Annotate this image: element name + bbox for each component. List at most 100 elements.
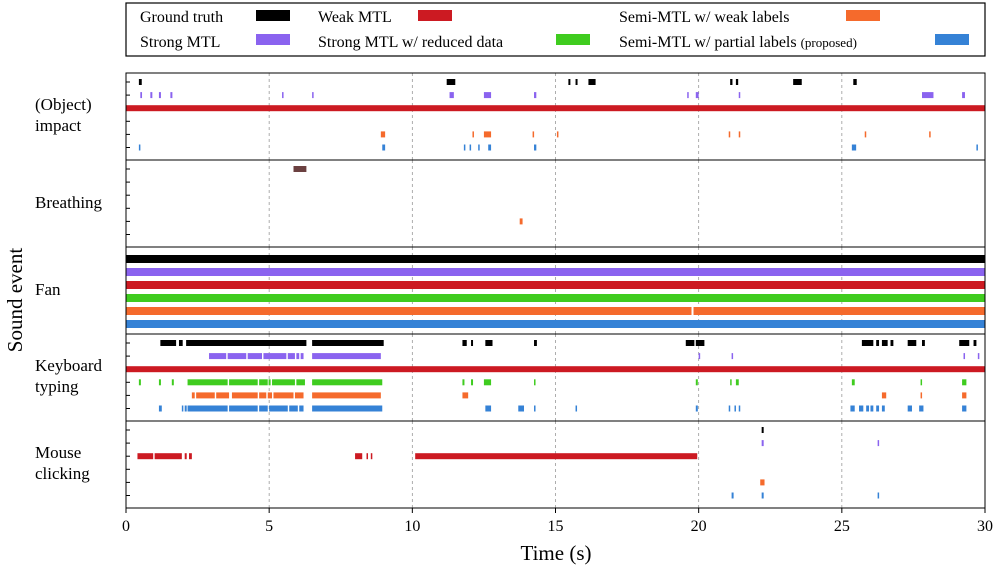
legend-swatch-strong <box>256 34 290 45</box>
segment-semiweak <box>760 479 765 486</box>
segment-gt <box>138 79 142 85</box>
segment-strong <box>698 353 701 360</box>
segment-weak <box>184 453 187 460</box>
segment-semipartial <box>876 405 880 412</box>
segment-gt <box>575 79 578 85</box>
segment-semipartial <box>866 405 870 412</box>
segment-strongred <box>920 379 923 386</box>
legend-label-strong: Strong MTL <box>140 34 220 51</box>
segment-gt <box>534 340 537 346</box>
panel-1: Breathing <box>35 159 986 248</box>
segment-semiweak <box>864 131 867 138</box>
segment-strongred <box>695 379 698 386</box>
segment-semiweak <box>929 131 931 138</box>
segment-strong <box>300 353 304 360</box>
segment-strong <box>963 353 966 360</box>
segment-strong <box>247 353 263 360</box>
x-tick-label: 0 <box>122 518 130 535</box>
segment-strong <box>687 92 689 99</box>
segment-semipartial <box>518 405 525 412</box>
segment-semiweak <box>738 131 741 138</box>
segment-strong <box>695 92 699 99</box>
segment-semipartial <box>158 405 162 412</box>
panel-2: Fan <box>35 246 986 335</box>
x-tick-label: 15 <box>548 518 564 535</box>
segment-semipartial <box>881 405 885 412</box>
segment-semiweak <box>881 392 887 399</box>
segment-gt <box>312 340 384 346</box>
segment-semiweak <box>312 392 381 399</box>
segment-gt <box>881 340 888 346</box>
segment-gt <box>471 340 474 346</box>
legend-label-strongred: Strong MTL w/ reduced data <box>318 34 503 51</box>
category-label-line: (Object) <box>35 95 92 114</box>
segment-strongred <box>229 379 258 386</box>
x-tick-label: 5 <box>265 518 273 535</box>
segment-semiweak <box>532 131 535 138</box>
segment-semipartial <box>269 405 288 412</box>
category-label: Breathing <box>35 193 103 212</box>
x-axis: 0 5 10 15 20 25 30 <box>122 508 993 535</box>
category-label-line: impact <box>35 116 82 135</box>
segment-strong <box>731 353 734 360</box>
segment-strong <box>449 92 454 99</box>
segment-strongred <box>735 379 739 386</box>
category-label-line: Fan <box>35 280 61 299</box>
segment-semiweak <box>472 131 474 138</box>
segment-semipartial <box>877 492 880 499</box>
category-label-line: Mouse <box>35 443 81 462</box>
segment-semipartial <box>382 144 386 151</box>
segment-gt <box>568 79 571 85</box>
segment-semipartial <box>181 405 184 412</box>
segment-strong <box>738 92 741 99</box>
segment-strong <box>922 92 934 99</box>
segment-semipartial <box>229 405 258 412</box>
segment-semipartial <box>907 405 912 412</box>
segment-semipartial <box>962 405 967 412</box>
x-tick-label: 10 <box>404 518 420 535</box>
segment-semiweak <box>126 307 692 315</box>
segment-semipartial <box>187 405 228 412</box>
segment-semipartial <box>138 144 141 151</box>
segment-strongred <box>296 379 305 386</box>
segment-strongred <box>171 379 174 386</box>
category-label: Fan <box>35 280 61 299</box>
segment-gt <box>126 255 985 263</box>
segment-semiweak <box>962 392 967 399</box>
segment-semipartial <box>695 405 698 412</box>
category-label: Keyboard typing <box>35 356 103 396</box>
segment-strong <box>170 92 173 99</box>
segment-semiweak <box>216 392 230 399</box>
segment-strong <box>158 92 161 99</box>
segment-semipartial <box>534 405 536 412</box>
segment-strong <box>209 353 227 360</box>
segment-weak <box>126 366 985 373</box>
segment-strong <box>263 353 287 360</box>
segment-strong <box>977 353 980 360</box>
segment-strongred <box>851 379 855 386</box>
category-label-line: Breathing <box>35 193 103 212</box>
segment-semipartial <box>728 405 731 412</box>
panel-3: Keyboard typing <box>35 333 986 422</box>
plot-area: (Object) impact Breathing Fan Keyboard typing… <box>35 72 986 509</box>
legend-suffix: (proposed) <box>801 35 857 50</box>
segment-strongred <box>534 379 536 386</box>
segment-strong <box>761 440 764 447</box>
category-label: Mouse clicking <box>35 443 90 483</box>
segment-gt <box>922 340 925 346</box>
segment-semiweak <box>231 392 258 399</box>
legend-label-gt: Ground truth <box>140 9 223 26</box>
segment-semipartial <box>731 492 734 499</box>
segment-weak <box>137 453 154 460</box>
legend-swatch-semipartial <box>935 34 969 45</box>
segment-gt <box>695 340 705 346</box>
segment-gt <box>588 79 596 85</box>
segment-strongred <box>312 379 383 386</box>
segment-semiweak <box>273 392 294 399</box>
segment-gt <box>735 79 739 85</box>
segment-semipartial <box>850 405 855 412</box>
segment-strongred <box>187 379 228 386</box>
segment-semipartial <box>738 405 741 412</box>
segment-weak <box>126 105 985 112</box>
